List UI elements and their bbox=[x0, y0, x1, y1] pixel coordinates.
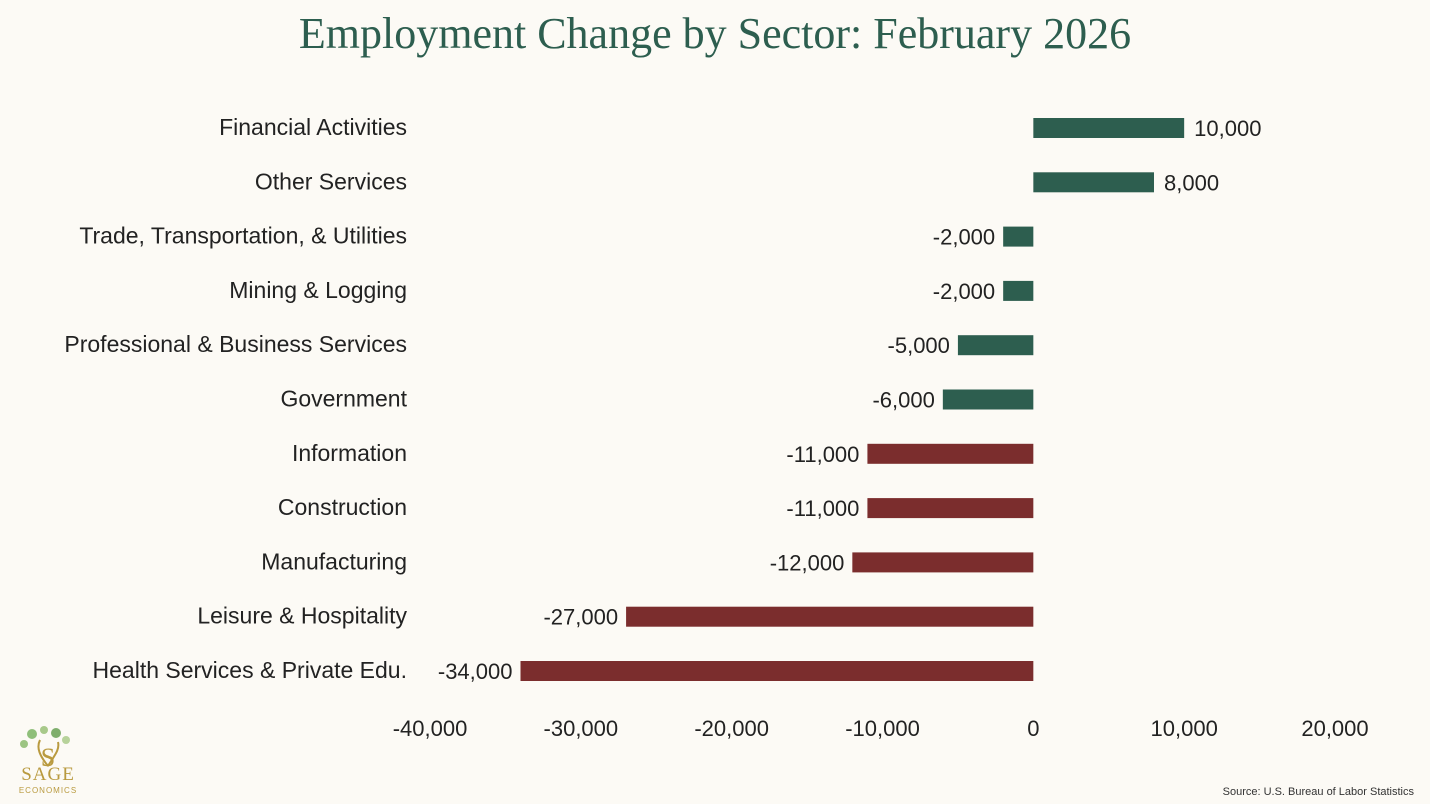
category-label: Professional & Business Services bbox=[64, 331, 407, 357]
category-label: Manufacturing bbox=[261, 548, 407, 574]
bar bbox=[626, 606, 1034, 627]
category-label: Mining & Logging bbox=[229, 277, 407, 303]
data-label: -6,000 bbox=[872, 388, 934, 413]
sage-leaf-logo-icon: S bbox=[20, 726, 70, 772]
x-tick-label: 10,000 bbox=[1151, 716, 1218, 741]
bar bbox=[1003, 226, 1034, 247]
svg-text:S: S bbox=[41, 743, 55, 772]
category-label: Leisure & Hospitality bbox=[197, 603, 407, 629]
bar bbox=[942, 389, 1034, 410]
category-label: Government bbox=[280, 386, 407, 412]
bar bbox=[1033, 172, 1154, 193]
bar bbox=[520, 661, 1034, 681]
bar bbox=[1033, 118, 1185, 138]
bar bbox=[867, 443, 1034, 464]
category-label: Financial Activities bbox=[219, 114, 407, 140]
data-label: -27,000 bbox=[543, 605, 618, 630]
data-label: 8,000 bbox=[1164, 170, 1219, 195]
bar bbox=[852, 552, 1034, 573]
data-label: 10,000 bbox=[1194, 116, 1261, 141]
x-tick-label: -40,000 bbox=[393, 716, 468, 741]
data-label: -12,000 bbox=[770, 550, 845, 575]
logo-text: SAGE bbox=[21, 764, 75, 785]
category-label: Other Services bbox=[255, 168, 407, 194]
category-label: Construction bbox=[278, 494, 407, 520]
category-label: Information bbox=[292, 440, 407, 466]
x-tick-label: -30,000 bbox=[544, 716, 619, 741]
bar bbox=[1003, 280, 1034, 301]
category-label: Trade, Transportation, & Utilities bbox=[79, 223, 407, 249]
data-label: -34,000 bbox=[438, 659, 513, 684]
data-label: -11,000 bbox=[786, 496, 859, 521]
data-label: -2,000 bbox=[933, 225, 995, 250]
x-tick-label: -10,000 bbox=[845, 716, 920, 741]
x-tick-label: 20,000 bbox=[1301, 716, 1368, 741]
data-label: -11,000 bbox=[786, 442, 859, 467]
source-note: Source: U.S. Bureau of Labor Statistics bbox=[1222, 786, 1414, 798]
bar bbox=[867, 498, 1034, 519]
logo-subtext: ECONOMICS bbox=[18, 786, 78, 795]
category-label: Health Services & Private Edu. bbox=[93, 657, 407, 683]
data-label: -5,000 bbox=[888, 333, 950, 358]
x-tick-label: 0 bbox=[1027, 716, 1039, 741]
x-tick-label: -20,000 bbox=[694, 716, 769, 741]
chart-title: Employment Change by Sector: February 20… bbox=[298, 9, 1132, 58]
bar bbox=[957, 335, 1034, 356]
data-label: -2,000 bbox=[933, 279, 995, 304]
